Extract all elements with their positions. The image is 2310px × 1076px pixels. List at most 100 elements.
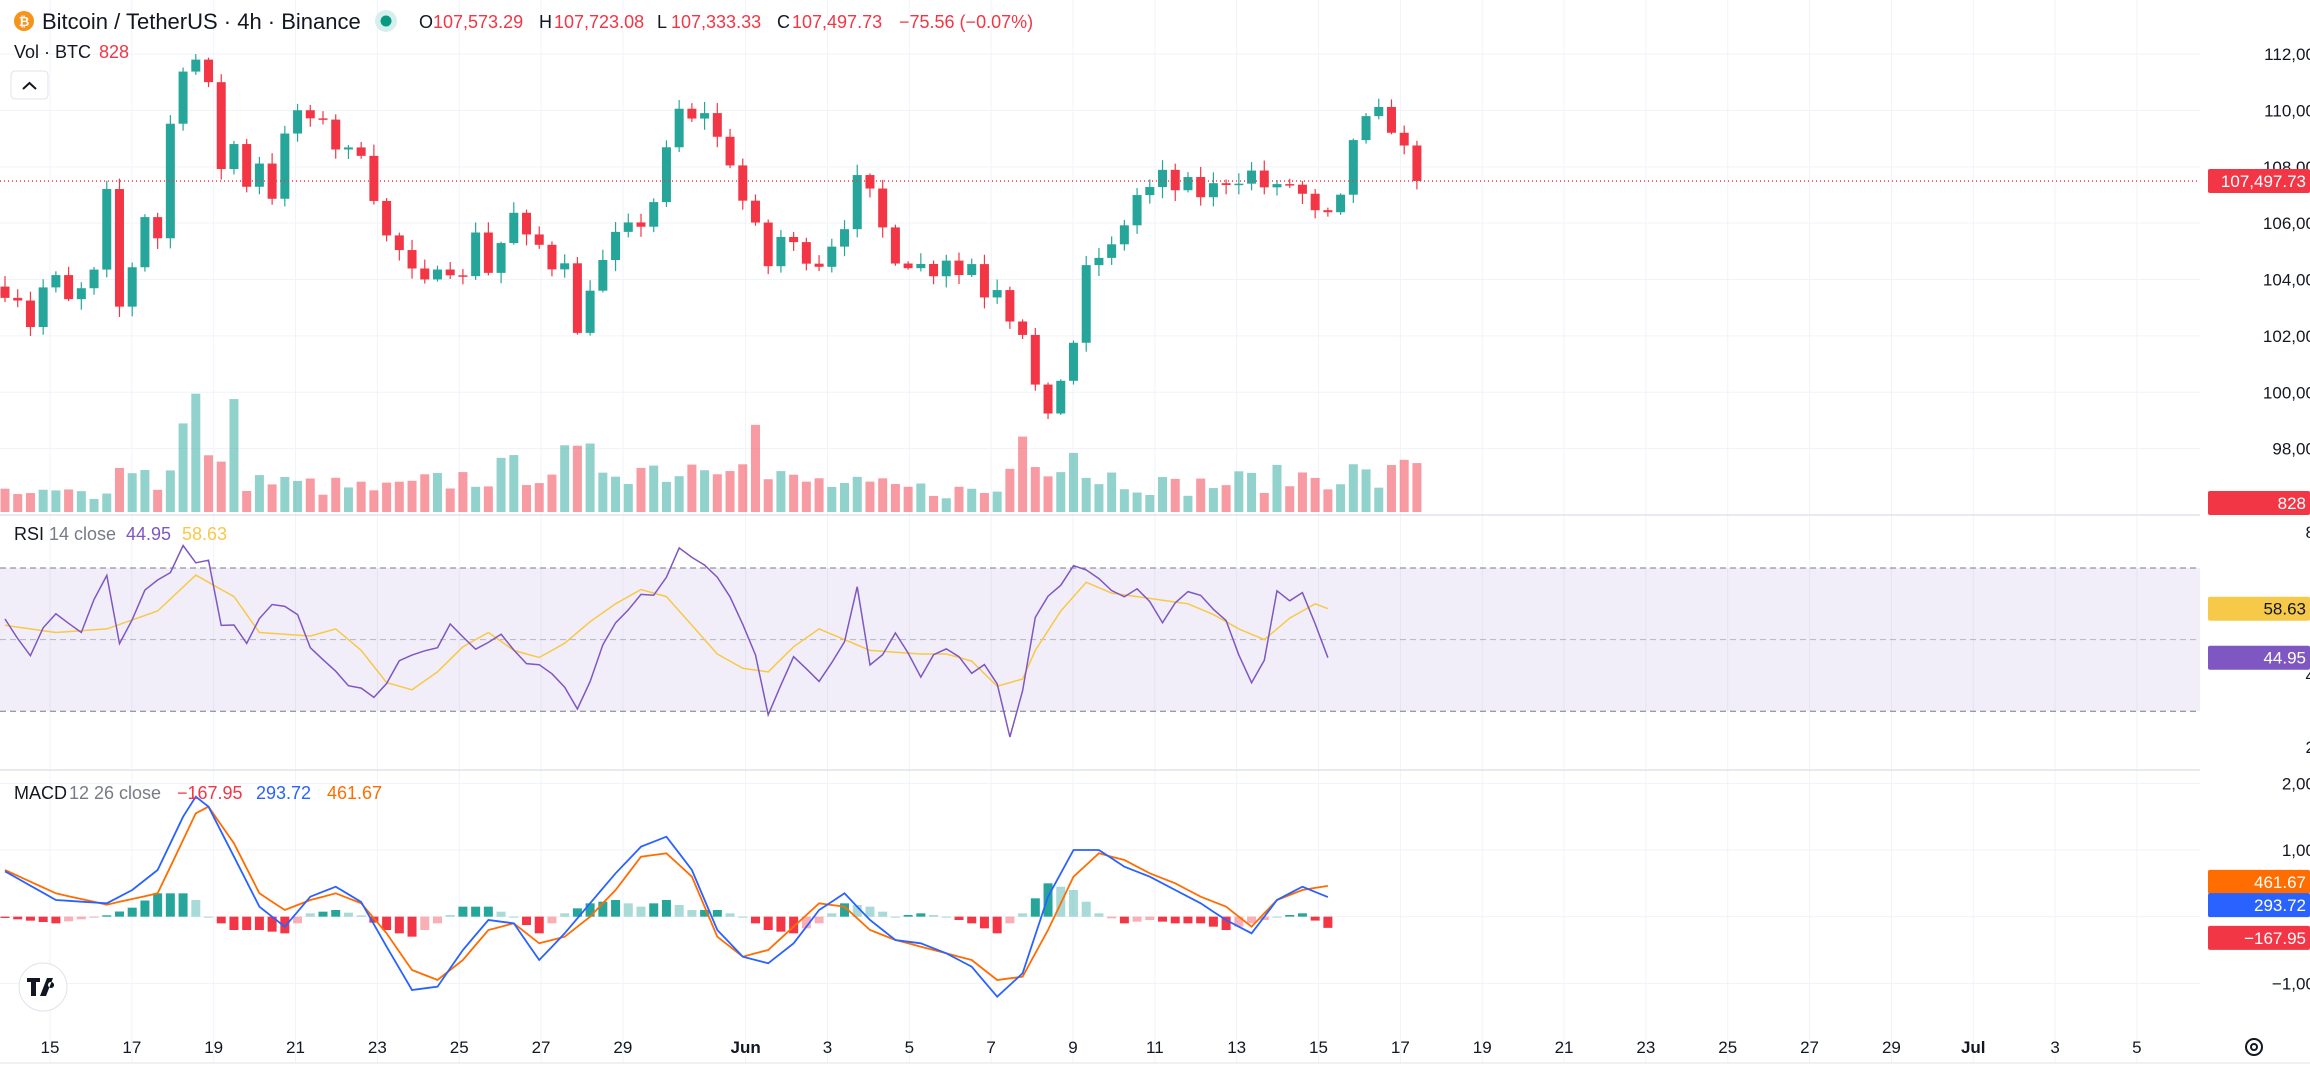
time-axis[interactable]: 15 17 19 21 23 25 27 29 Jun 3 5 7 9 11 13 15 17 19 21 23 25 2… <box>41 1038 2142 1057</box>
candle-body <box>51 275 61 288</box>
candle <box>1119 219 1129 251</box>
candle-body <box>102 189 112 270</box>
candle <box>1310 189 1320 219</box>
candle <box>1145 179 1155 204</box>
gear-icon <box>2245 1038 2263 1056</box>
macd-histogram-bar <box>687 910 697 917</box>
volume-bar <box>1259 492 1269 512</box>
macd-histogram-bar <box>1196 916 1206 924</box>
candle <box>700 101 710 130</box>
candle <box>1081 256 1091 352</box>
symbol-legend[interactable]: ₿ Bitcoin / TetherUS · 4h · Binance O 10… <box>10 9 1033 100</box>
volume-bar <box>471 486 481 512</box>
candle <box>76 282 86 310</box>
rsi-tick-label: 80.00 <box>2305 523 2310 542</box>
candle-body <box>1132 195 1142 226</box>
candle-body <box>725 136 735 166</box>
tradingview-logo[interactable] <box>18 962 68 1012</box>
chart-settings-button[interactable] <box>2245 1038 2263 1056</box>
macd-histogram-bar <box>674 905 684 917</box>
volume-bar <box>840 483 850 512</box>
candle <box>1107 236 1117 265</box>
macd-histogram-bar <box>1119 916 1129 924</box>
time-tick-label: 27 <box>1800 1038 1819 1057</box>
candle-body <box>254 163 264 187</box>
candle <box>1361 113 1371 144</box>
volume-bar <box>1183 495 1193 512</box>
candle <box>1132 188 1142 234</box>
time-tick-label: 19 <box>1473 1038 1492 1057</box>
candle-body <box>1374 106 1384 117</box>
candle-body <box>1336 194 1346 213</box>
candle <box>394 232 404 261</box>
volume-bar <box>522 485 532 512</box>
volume-bar <box>1234 471 1244 512</box>
candle-body <box>852 175 862 230</box>
volume-bar <box>916 483 926 512</box>
rsi-lines <box>4 544 1329 738</box>
candle-body <box>13 297 23 301</box>
volume-bar <box>407 480 417 512</box>
volume-bar <box>1018 436 1028 512</box>
rsi-params: 14 close <box>49 524 116 544</box>
volume-bar <box>1056 472 1066 512</box>
collapse-legend-button[interactable] <box>10 70 49 100</box>
volume-bar <box>738 464 748 512</box>
candle <box>1183 172 1193 193</box>
macd-hist-badge <box>2208 925 2310 950</box>
volume-bar <box>1081 477 1091 512</box>
candle-body <box>1208 183 1218 198</box>
macd-histogram-bar <box>661 900 671 917</box>
candle <box>1018 319 1028 340</box>
candle <box>153 212 163 249</box>
macd-histogram-bar <box>483 906 493 917</box>
candle <box>649 198 659 233</box>
macd-histogram-bar <box>1145 916 1155 920</box>
candle <box>979 254 989 309</box>
candle-body <box>763 222 773 267</box>
candle-body <box>572 263 582 333</box>
volume-bar <box>165 470 175 512</box>
macd-legend[interactable]: MACD 12 26 close −167.95 293.72 461.67 <box>14 783 382 803</box>
candle <box>661 140 671 207</box>
macd-histogram-bar <box>840 903 850 917</box>
candle <box>1094 248 1104 277</box>
volume-bar <box>38 489 48 512</box>
macd-histogram-bar <box>13 916 23 920</box>
volume-bar <box>343 487 353 512</box>
volume-bar <box>0 488 10 512</box>
volume-bar <box>394 481 404 512</box>
macd-histogram-bar <box>992 916 1002 934</box>
time-tick-label: 23 <box>368 1038 387 1057</box>
candle-body <box>25 300 35 328</box>
macd-lines <box>4 795 1329 998</box>
candle <box>432 265 442 282</box>
candle <box>1348 138 1358 203</box>
volume-bar <box>51 490 61 512</box>
candle <box>1297 180 1307 205</box>
macd-histogram-bar <box>890 916 900 918</box>
candle-body <box>623 222 633 232</box>
volume-bar <box>801 481 811 512</box>
symbol-title[interactable]: Bitcoin / TetherUS · 4h · Binance <box>42 9 361 34</box>
time-tick-label: 17 <box>1391 1038 1410 1057</box>
candle <box>827 238 837 273</box>
macd-histogram-bar <box>64 916 74 922</box>
volume-bar <box>1412 463 1422 512</box>
macd-histogram-bar <box>827 913 837 917</box>
macd-histogram-bar <box>522 916 532 925</box>
candle <box>611 221 621 272</box>
volume-bar <box>700 470 710 512</box>
macd-value: 293.72 <box>256 783 311 803</box>
rsi-legend[interactable]: RSI 14 close 44.95 58.63 <box>14 524 227 544</box>
last-price-badge <box>2208 168 2310 193</box>
close-value: 107,497.73 <box>792 12 882 32</box>
candle-body <box>903 263 913 269</box>
macd-histogram-bar <box>1018 913 1028 917</box>
time-tick-label: 15 <box>41 1038 60 1057</box>
candle <box>954 252 964 285</box>
macd-badge-text: 293.72 <box>2254 896 2306 915</box>
candle <box>750 194 760 226</box>
volume-bar <box>1310 477 1320 512</box>
